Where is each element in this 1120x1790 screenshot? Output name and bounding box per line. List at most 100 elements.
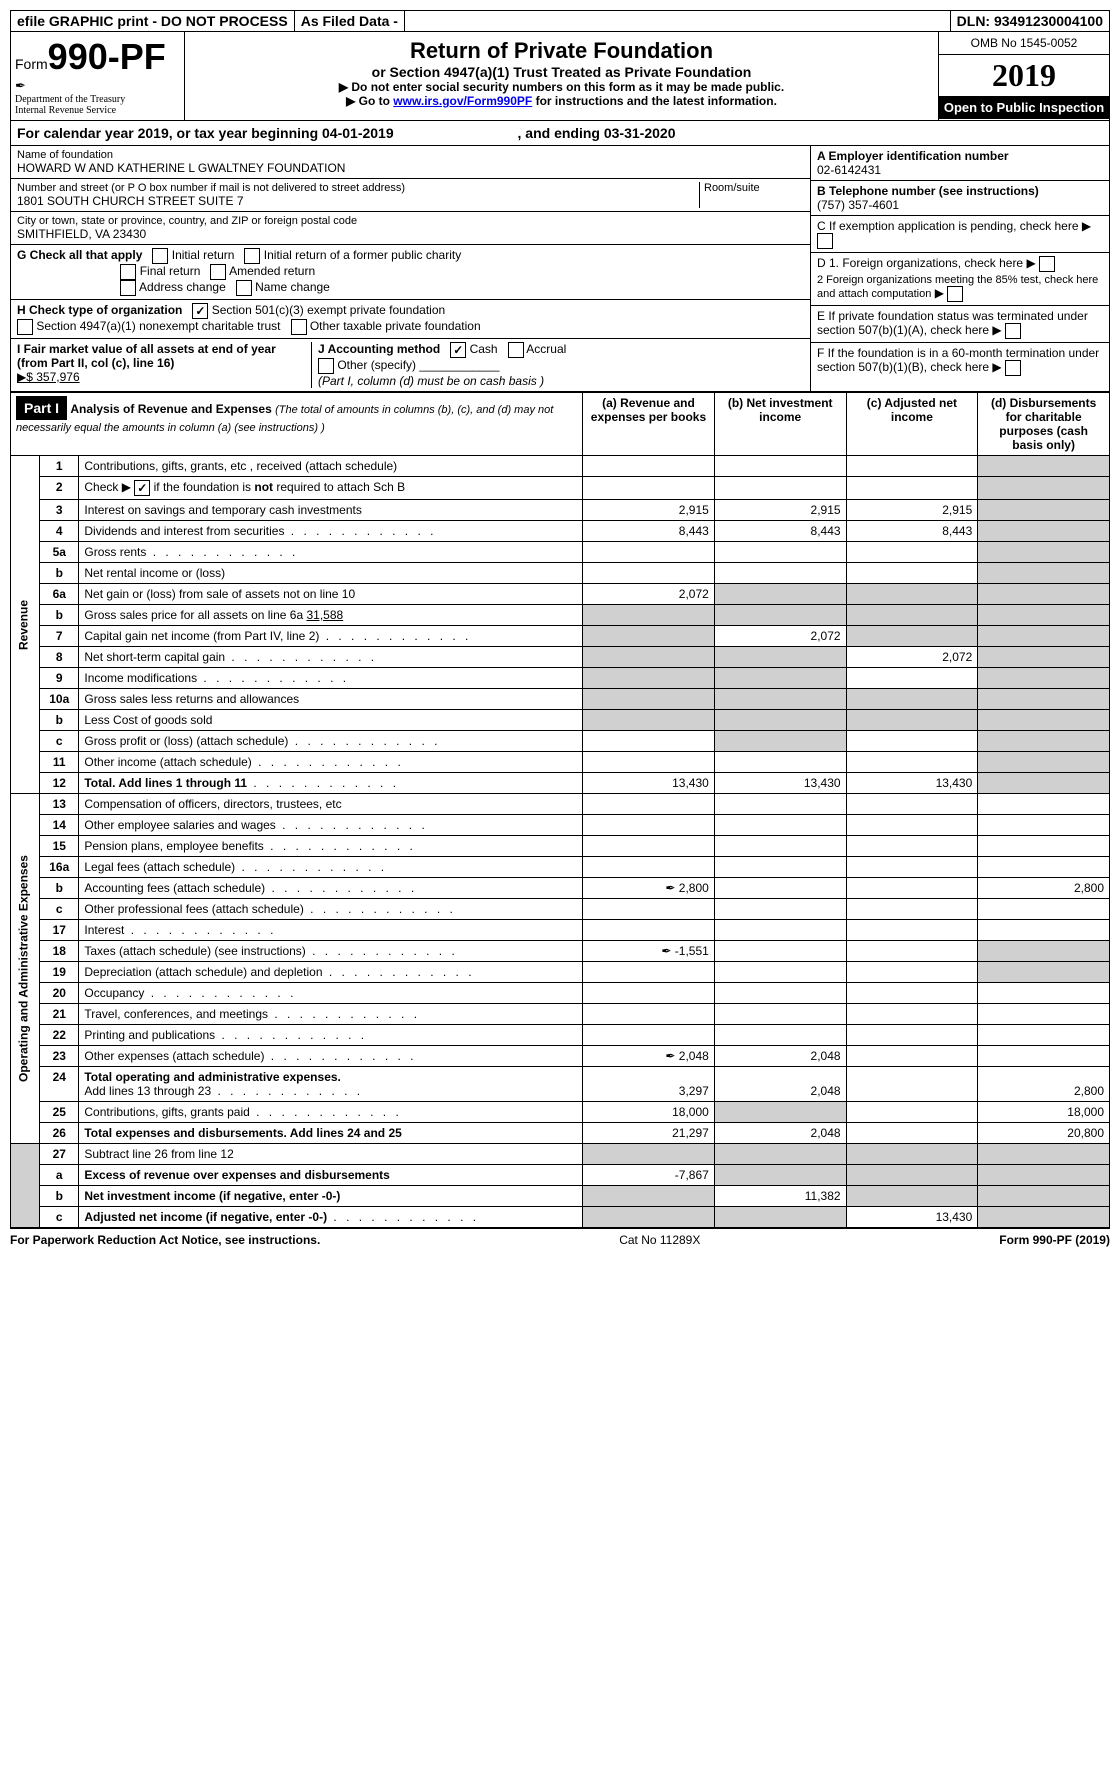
phone-value: (757) 357-4601 [817,198,899,212]
ln4: 4 [40,521,79,542]
l4-desc: Dividends and interest from securities [79,521,583,542]
l24-b: 2,048 [714,1067,846,1102]
city-label: City or town, state or province, country… [17,215,804,227]
chk-address[interactable] [120,280,136,296]
ln9: 9 [40,668,79,689]
l11-desc: Other income (attach schedule) [79,752,583,773]
ln20: 20 [40,983,79,1004]
chk-d2[interactable] [947,286,963,302]
chk-cash[interactable] [450,342,466,358]
chk-4947[interactable] [17,319,33,335]
ln12: 12 [40,773,79,794]
l19-desc: Depreciation (attach schedule) and deple… [79,962,583,983]
h-o2: Section 4947(a)(1) nonexempt charitable … [36,319,280,333]
d1-text: D 1. Foreign organizations, check here [817,256,1023,270]
footer: For Paperwork Reduction Act Notice, see … [10,1228,1110,1251]
l25-a: 18,000 [583,1102,715,1123]
j-label: J Accounting method [318,342,440,356]
ln26: 26 [40,1123,79,1144]
chk-initial[interactable] [152,248,168,264]
calendar-year: For calendar year 2019, or tax year begi… [10,121,1110,146]
ln16b: b [40,878,79,899]
chk-other-method[interactable] [318,358,334,374]
chk-amended[interactable] [210,264,226,280]
chk-d1[interactable] [1039,256,1055,272]
dept2: Internal Revenue Service [15,105,180,116]
form-center: Return of Private Foundation or Section … [185,32,938,120]
chk-final[interactable] [120,264,136,280]
g-cell: G Check all that apply Initial return In… [11,245,811,300]
l16c-desc: Other professional fees (attach schedule… [79,899,583,920]
l1-desc: Contributions, gifts, grants, etc , rece… [79,456,583,477]
efile-notice: efile GRAPHIC print - DO NOT PROCESS [11,11,295,31]
ln25: 25 [40,1102,79,1123]
part1-table: Part I Analysis of Revenue and Expenses … [10,392,1110,1228]
col-a: (a) Revenue and expenses per books [583,393,715,456]
addr-label: Number and street (or P O box number if … [17,182,695,194]
ein-value: 02-6142431 [817,163,881,177]
l27c-desc: Adjusted net income (if negative, enter … [79,1207,583,1228]
chk-schb[interactable] [134,480,150,496]
e-text: E If private foundation status was termi… [817,309,1088,337]
col-d: (d) Disbursements for charitable purpose… [978,393,1110,456]
g-opt5: Name change [255,280,330,294]
l10c-desc: Gross profit or (loss) (attach schedule) [79,731,583,752]
g-opt1: Initial return of a former public charit… [264,248,461,262]
ln14: 14 [40,815,79,836]
footer-center: Cat No 11289X [619,1233,700,1247]
chk-f[interactable] [1005,360,1021,376]
irs-link[interactable]: www.irs.gov/Form990PF [393,94,532,108]
pen-icon-18[interactable] [661,944,671,958]
l18-av: -1,551 [675,944,709,958]
info-left: Name of foundation HOWARD W AND KATHERIN… [11,146,811,391]
foundation-name-cell: Name of foundation HOWARD W AND KATHERIN… [11,146,811,179]
l16b-a: 2,800 [583,878,715,899]
pen-icon-23[interactable] [665,1049,675,1063]
ln24: 24 [40,1067,79,1102]
ln5b: b [40,563,79,584]
chk-e[interactable] [1005,323,1021,339]
l27b-bold: Net investment income (if negative, ente… [84,1189,340,1203]
phone-label: B Telephone number (see instructions) [817,184,1039,198]
ln10b: b [40,710,79,731]
form-number: Form990-PF [15,36,180,78]
chk-accrual[interactable] [508,342,524,358]
l25-d: 18,000 [978,1102,1110,1123]
l7-desc: Capital gain net income (from Part IV, l… [79,626,583,647]
pen-icon-16b[interactable] [665,881,675,895]
l18-a: -1,551 [583,941,715,962]
calyear-begin: For calendar year 2019, or tax year begi… [17,125,394,141]
d-cell: D 1. Foreign organizations, check here ▶… [811,253,1109,306]
l12-c: 13,430 [846,773,978,794]
l4-a: 8,443 [583,521,715,542]
instruct2: ▶ Go to www.irs.gov/Form990PF for instru… [191,94,932,108]
chk-initial-former[interactable] [244,248,260,264]
ln27: 27 [40,1144,79,1165]
ij-cell: I Fair market value of all assets at end… [11,339,811,391]
l4-b: 8,443 [714,521,846,542]
l27a-a: -7,867 [583,1165,715,1186]
form-header: Form990-PF Department of the Treasury In… [10,32,1110,121]
ln17: 17 [40,920,79,941]
ln27a: a [40,1165,79,1186]
l7-b: 2,072 [714,626,846,647]
chk-c[interactable] [817,233,833,249]
l6b-val: 31,588 [306,608,343,622]
ln10a: 10a [40,689,79,710]
g-opt0: Initial return [172,248,235,262]
ln5a: 5a [40,542,79,563]
chk-name[interactable] [236,280,252,296]
form-subtitle: or Section 4947(a)(1) Trust Treated as P… [191,64,932,80]
l21-desc: Travel, conferences, and meetings [79,1004,583,1025]
l15-desc: Pension plans, employee benefits [79,836,583,857]
l26-b: 2,048 [714,1123,846,1144]
addr-value: 1801 SOUTH CHURCH STREET SUITE 7 [17,194,695,208]
l3-c: 2,915 [846,500,978,521]
chk-501c3[interactable] [192,303,208,319]
ln16a: 16a [40,857,79,878]
l9-desc: Income modifications [79,668,583,689]
h-label: H Check type of organization [17,303,182,317]
chk-other-tax[interactable] [291,319,307,335]
top-bar: efile GRAPHIC print - DO NOT PROCESS As … [10,10,1110,32]
form-num-big: 990-PF [48,36,166,77]
